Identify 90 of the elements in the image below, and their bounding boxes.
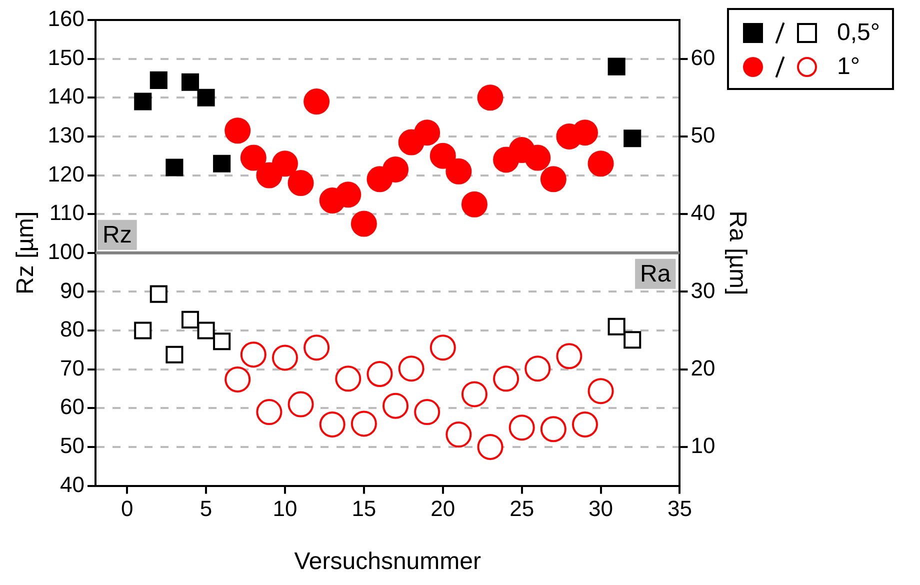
- point: [540, 166, 566, 192]
- y-tick-label: 50: [60, 433, 85, 458]
- point: [272, 150, 298, 177]
- point: [213, 332, 231, 350]
- point: [166, 158, 184, 176]
- y2-tick-label: 50: [690, 122, 716, 148]
- point: [588, 150, 614, 177]
- point: [350, 410, 377, 437]
- y-tick-label: 110: [49, 200, 85, 226]
- y-tick-label: 60: [60, 394, 85, 420]
- point: [461, 381, 488, 408]
- point: [224, 118, 251, 144]
- point: [430, 334, 456, 361]
- point: [572, 411, 598, 438]
- point: [224, 366, 251, 392]
- x-tick-label: 15: [352, 496, 376, 522]
- point: [508, 414, 535, 441]
- point: [556, 343, 582, 370]
- point: [446, 158, 472, 184]
- y-tick-label: 90: [60, 278, 85, 303]
- point: [150, 71, 168, 89]
- point: [240, 342, 266, 368]
- point: [166, 346, 184, 364]
- point: [181, 310, 200, 328]
- y-tick-label: 120: [48, 161, 85, 186]
- point: [240, 144, 266, 171]
- point: [304, 88, 330, 115]
- annotation: Rz: [102, 222, 132, 249]
- point: [624, 331, 642, 349]
- x-tick-label: 25: [510, 496, 534, 522]
- y2-tick-label: 30: [690, 278, 716, 303]
- point: [197, 322, 215, 340]
- point: [608, 318, 626, 336]
- point: [398, 356, 424, 382]
- point: [288, 170, 314, 196]
- y-axis-title: Rz [µm]: [12, 211, 40, 294]
- point: [150, 285, 168, 303]
- point: [446, 422, 472, 448]
- x-tick-label: 35: [667, 496, 692, 522]
- point: [288, 391, 314, 418]
- point: [256, 399, 282, 426]
- y-tick-label: 80: [60, 316, 85, 342]
- y-tick-label: 100: [48, 238, 85, 264]
- y-tick-label: 70: [60, 355, 85, 380]
- point: [319, 411, 346, 438]
- point: [350, 210, 377, 237]
- y-tick-label: 130: [48, 122, 85, 148]
- point: [181, 73, 200, 91]
- x-tick-label: 5: [200, 496, 212, 522]
- x-tick-label: 0: [120, 496, 134, 522]
- point: [477, 434, 504, 460]
- point: [540, 416, 566, 442]
- point: [624, 130, 642, 148]
- point: [414, 120, 440, 146]
- point: [382, 392, 409, 419]
- point: [382, 156, 409, 182]
- point: [414, 399, 440, 426]
- x-tick-label: 20: [430, 496, 456, 522]
- y2-axis-title: Ra [µm]: [724, 210, 751, 296]
- x-tick-label: 30: [588, 496, 614, 522]
- point: [524, 144, 551, 171]
- point: [366, 361, 393, 388]
- point: [335, 366, 362, 392]
- point: [461, 191, 488, 218]
- point: [477, 84, 504, 111]
- y2-tick-label: 10: [690, 433, 716, 458]
- point: [493, 366, 520, 392]
- point: [588, 378, 614, 404]
- point: [430, 142, 456, 169]
- point: [524, 356, 551, 382]
- point: [134, 322, 152, 340]
- point: [213, 154, 231, 172]
- point: [134, 92, 152, 110]
- y-tick-label: 140: [48, 84, 85, 109]
- point: [197, 88, 215, 106]
- y-tick-label: 160: [48, 6, 85, 32]
- point: [272, 344, 298, 371]
- point: [608, 58, 626, 76]
- x-axis-title: Versuchsnummer: [294, 548, 481, 576]
- legend-label: 1°: [837, 53, 860, 81]
- y-tick-label: 150: [48, 44, 85, 70]
- y2-tick-label: 40: [690, 200, 716, 226]
- y2-tick-label: 60: [690, 44, 716, 70]
- legend-label: 0,5°: [837, 19, 880, 47]
- annotation: Ra: [640, 260, 672, 288]
- point: [335, 182, 362, 208]
- x-tick-label: 10: [272, 496, 298, 522]
- point: [304, 334, 330, 361]
- y-tick-label: 40: [60, 472, 85, 497]
- y2-tick-label: 20: [690, 355, 716, 380]
